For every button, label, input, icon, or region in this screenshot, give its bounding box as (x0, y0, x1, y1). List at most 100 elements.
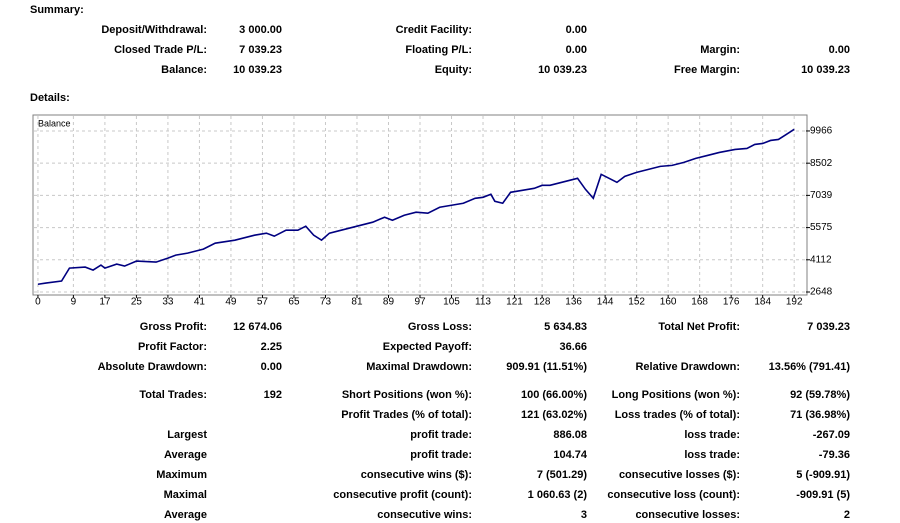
field-label: Average (164, 509, 207, 521)
y-tick-label: 7039 (810, 190, 833, 201)
x-tick-label: 113 (475, 297, 491, 308)
field-label: loss trade: (684, 429, 740, 441)
field-label: Margin: (700, 44, 740, 56)
field-label: consecutive loss (count): (607, 489, 740, 501)
x-tick-label: 136 (565, 297, 582, 308)
field-value: 7 (501.29) (537, 469, 587, 481)
y-tick-label: 9966 (810, 126, 833, 137)
field-label: Closed Trade P/L: (114, 44, 207, 56)
x-tick-label: 41 (194, 297, 206, 308)
field-label: Profit Trades (% of total): (341, 409, 472, 421)
field-label: Maximal (164, 489, 207, 501)
field-label: Long Positions (won %): (612, 389, 740, 401)
field-value: 1 060.63 (2) (528, 489, 588, 501)
x-tick-label: 160 (660, 297, 677, 308)
field-value: 13.56% (791.41) (769, 361, 851, 373)
y-tick-label: 8502 (810, 158, 833, 169)
field-value: 3 000.00 (239, 24, 282, 36)
x-tick-label: 176 (723, 297, 740, 308)
field-label: Relative Drawdown: (635, 361, 740, 373)
field-label: Free Margin: (674, 64, 740, 76)
field-label: Absolute Drawdown: (98, 361, 207, 373)
field-label: Profit Factor: (138, 341, 207, 353)
chart-frame (32, 114, 808, 296)
field-value: -267.09 (813, 429, 850, 441)
field-value: 192 (264, 389, 282, 401)
x-tick-label: 152 (628, 297, 645, 308)
y-tick-label: 5575 (810, 222, 833, 233)
x-tick-label: 97 (414, 297, 426, 308)
x-tick-label: 9 (71, 297, 77, 308)
field-value: 36.66 (559, 341, 587, 353)
field-value: 2 (844, 509, 850, 521)
x-tick-label: 168 (691, 297, 708, 308)
details-title: Details: (30, 92, 70, 104)
x-tick-label: 128 (534, 297, 551, 308)
field-label: consecutive losses: (635, 509, 740, 521)
field-label: Maximal Drawdown: (366, 361, 472, 373)
series-name: Balance (38, 118, 71, 128)
field-label: consecutive losses ($): (619, 469, 740, 481)
field-label: Credit Facility: (396, 24, 472, 36)
field-value: 92 (59.78%) (790, 389, 850, 401)
y-tick-label: 2648 (810, 287, 833, 298)
balance-line (37, 128, 795, 286)
field-label: Largest (167, 429, 207, 441)
x-tick-label: 57 (257, 297, 269, 308)
field-label: Total Trades: (139, 389, 207, 401)
field-value: 10 039.23 (538, 64, 587, 76)
field-label: Short Positions (won %): (342, 389, 472, 401)
field-label: loss trade: (684, 449, 740, 461)
field-label: consecutive profit (count): (333, 489, 472, 501)
field-value: 0.00 (566, 24, 587, 36)
x-tick-label: 89 (383, 297, 395, 308)
field-label: Deposit/Withdrawal: (101, 24, 207, 36)
field-label: Floating P/L: (405, 44, 472, 56)
x-tick-label: 121 (506, 297, 523, 308)
field-value: 2.25 (261, 341, 282, 353)
field-value: 0.00 (566, 44, 587, 56)
field-value: -909.91 (5) (796, 489, 850, 501)
field-value: 10 039.23 (233, 64, 282, 76)
field-label: Gross Profit: (140, 321, 207, 333)
field-value: 886.08 (553, 429, 587, 441)
field-label: Total Net Profit: (658, 321, 740, 333)
field-value: 7 039.23 (239, 44, 282, 56)
field-label: profit trade: (410, 449, 472, 461)
x-tick-label: 65 (288, 297, 300, 308)
field-value: 0.00 (829, 44, 850, 56)
field-value: 5 (-909.91) (796, 469, 850, 481)
field-value: 71 (36.98%) (790, 409, 850, 421)
field-value: 104.74 (553, 449, 588, 461)
y-tick-label: 4112 (810, 254, 832, 265)
field-value: -79.36 (819, 449, 850, 461)
x-tick-label: 33 (162, 297, 174, 308)
field-label: Average (164, 449, 207, 461)
field-value: 100 (66.00%) (521, 389, 587, 401)
x-tick-label: 17 (99, 297, 111, 308)
field-label: profit trade: (410, 429, 472, 441)
field-label: Loss trades (% of total): (615, 409, 740, 421)
field-value: 7 039.23 (807, 321, 850, 333)
field-label: Expected Payoff: (383, 341, 472, 353)
summary-title: Summary: (30, 4, 84, 16)
x-tick-label: 192 (786, 297, 803, 308)
x-tick-label: 0 (35, 297, 41, 308)
x-tick-label: 81 (351, 297, 363, 308)
field-value: 909.91 (11.51%) (506, 361, 587, 373)
field-label: consecutive wins ($): (361, 469, 472, 481)
field-label: Gross Loss: (408, 321, 472, 333)
field-label: Balance: (161, 64, 207, 76)
x-tick-label: 25 (131, 297, 143, 308)
x-tick-label: 73 (320, 297, 332, 308)
x-tick-label: 105 (443, 297, 460, 308)
field-label: consecutive wins: (377, 509, 472, 521)
field-value: 121 (63.02%) (521, 409, 587, 421)
field-label: Equity: (435, 64, 472, 76)
field-value: 0.00 (261, 361, 282, 373)
x-tick-label: 144 (597, 297, 614, 308)
field-value: 10 039.23 (801, 64, 850, 76)
field-value: 5 634.83 (544, 321, 587, 333)
x-tick-label: 184 (754, 297, 771, 308)
